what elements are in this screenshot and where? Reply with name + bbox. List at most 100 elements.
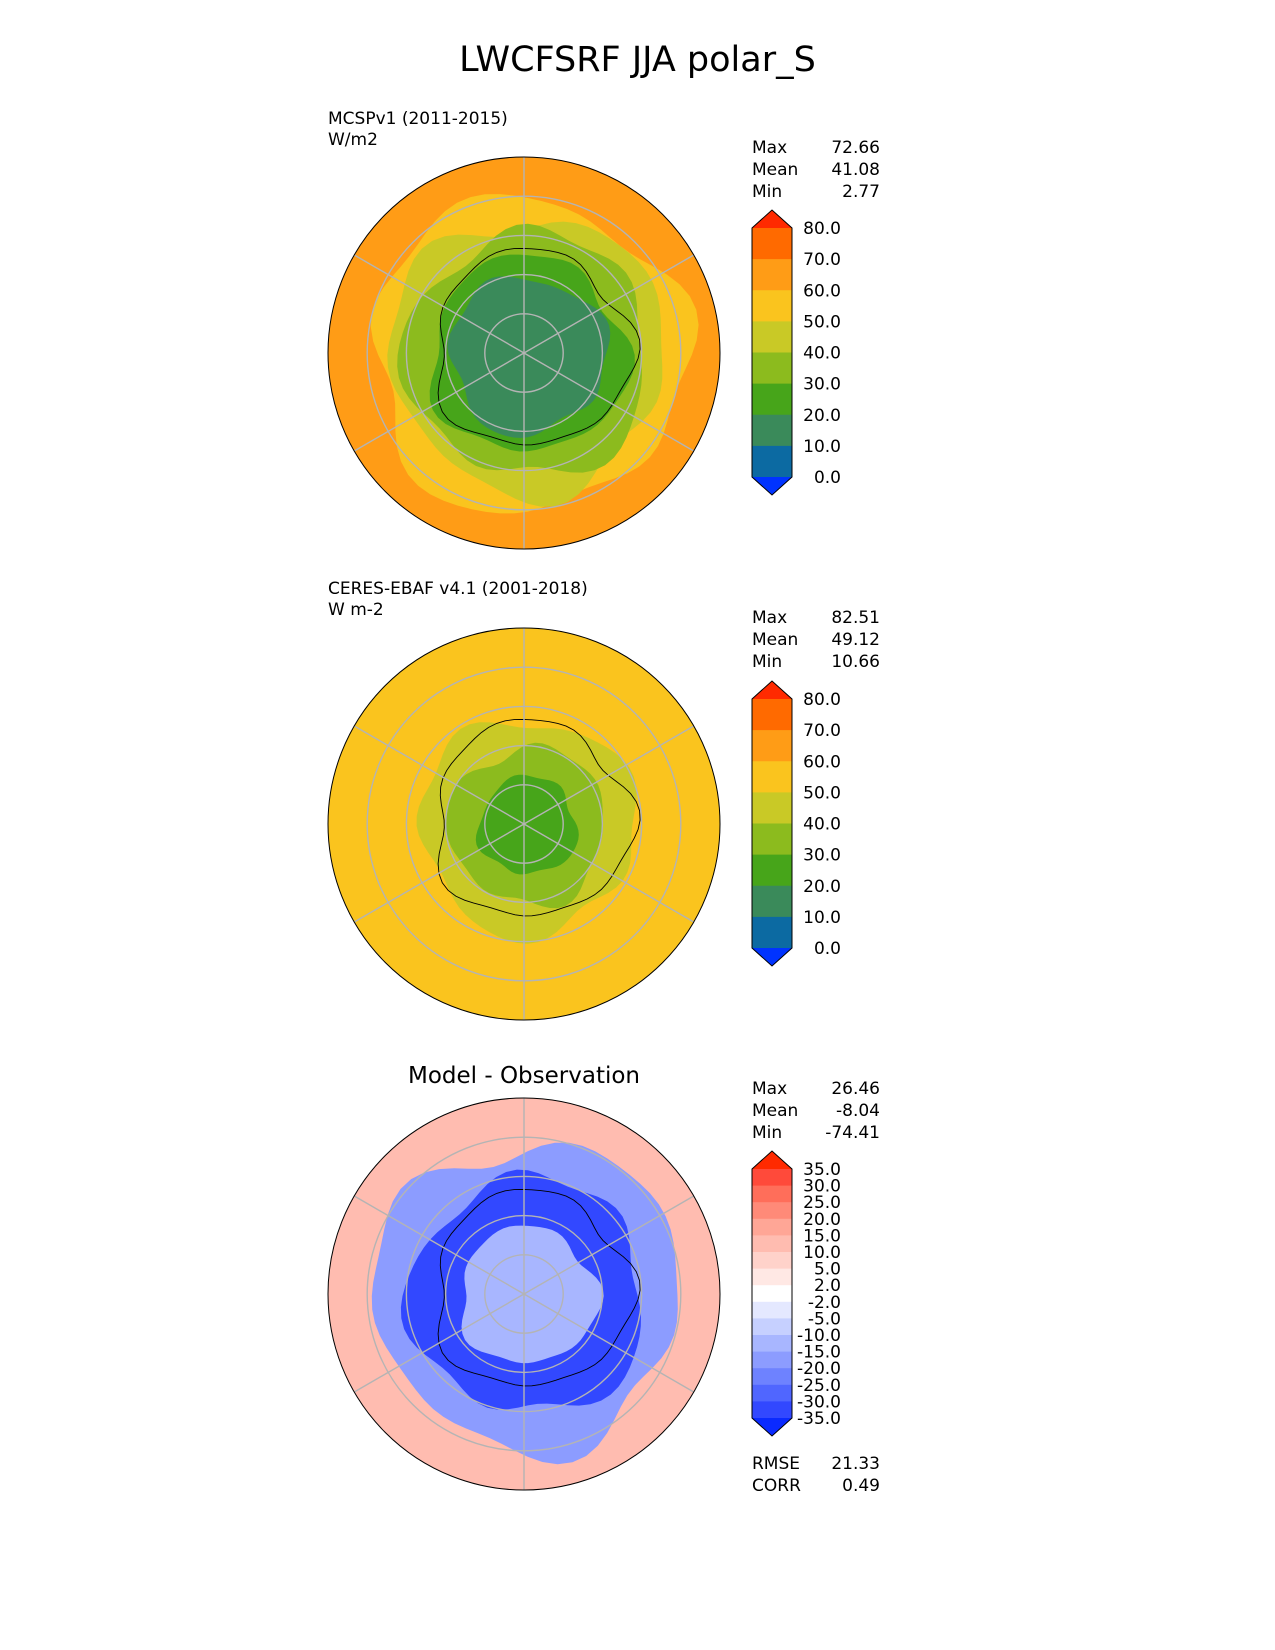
panel-3-metrics: RMSE 21.33 CORR 0.49 (752, 1453, 880, 1497)
colorbar-tick-label: 80.0 (803, 219, 841, 239)
panel-1-header: MCSPv1 (2011-2015) W/m2 (328, 109, 508, 151)
stat-value: -8.04 (836, 1101, 880, 1121)
colorbar-tick-label: -25.0 (797, 1376, 841, 1396)
colorbar-segment (752, 414, 792, 447)
colorbar-segment (752, 1285, 792, 1303)
stat-label: Max (752, 138, 788, 158)
colorbar-segment (752, 1301, 792, 1319)
panel-2-header: CERES-EBAF v4.1 (2001-2018) W m-2 (328, 579, 588, 621)
stat-label: Mean (752, 160, 799, 180)
stat-value: 10.66 (831, 652, 880, 672)
meridian-line (353, 1293, 525, 1393)
coastline (437, 718, 641, 917)
colorbar-segment (752, 321, 792, 353)
meridian-line (523, 1293, 695, 1393)
colorbar-segment (752, 228, 792, 260)
colorbar-segment (752, 1335, 792, 1352)
meridian-line (353, 352, 525, 452)
colorbar-tick-label: 20.0 (803, 406, 841, 426)
colorbar-tick-label: 50.0 (803, 783, 841, 803)
colorbar-tick-label: 5.0 (814, 1260, 841, 1280)
colorbar-tick-label: 60.0 (803, 281, 841, 301)
colorbar-tick-label: 20.0 (803, 1210, 841, 1230)
colorbar-segment (752, 1268, 792, 1286)
panel-1-stats: Max 72.66 Mean 41.08 Min 2.77 (752, 137, 880, 203)
panel-2-stats: Max 82.51 Mean 49.12 Min 10.66 (752, 607, 880, 673)
colorbar-tick-label: 25.0 (803, 1193, 841, 1213)
colorbar-tick-label: 2.0 (814, 1276, 841, 1296)
colorbar-segment (752, 352, 792, 385)
colorbar-segment (752, 1318, 792, 1336)
colorbar-tick-label: 15.0 (803, 1226, 841, 1246)
map-zone (447, 276, 611, 438)
stat-label: Min (752, 182, 783, 202)
colorbar-tick-label: 35.0 (803, 1160, 841, 1180)
stat-label: Min (752, 652, 783, 672)
stat-value: -74.41 (825, 1123, 880, 1143)
metric-row: CORR 0.49 (752, 1475, 880, 1497)
colorbar-segment (752, 1202, 792, 1220)
map-boundary (327, 156, 721, 550)
colorbar-segment (752, 383, 792, 416)
stat-row: Min 2.77 (752, 181, 880, 203)
metric-value: 0.49 (842, 1476, 880, 1496)
panel-1-colorbar: 80.0 70.0 60.0 50.0 40.0 30.0 20.0 10.0 0.0 (751, 209, 841, 496)
stat-row: Max 26.46 (752, 1078, 880, 1100)
colorbar-tick-label: 80.0 (803, 690, 841, 710)
meridian-line (353, 254, 525, 354)
colorbar-outline (751, 1150, 793, 1437)
colorbar-segment (752, 1368, 792, 1386)
colorbar-segment (752, 290, 792, 322)
colorbar-tick-label: 10.0 (803, 437, 841, 457)
meridian-line (353, 1195, 525, 1295)
colorbar-segment (752, 854, 792, 887)
colorbar-extend-top (752, 210, 792, 228)
map-boundary (327, 1097, 721, 1491)
colorbar-tick-label: 10.0 (803, 908, 841, 928)
colorbar-segment (752, 1384, 792, 1402)
stat-value: 82.51 (831, 608, 880, 628)
stat-row: Mean -8.04 (752, 1100, 880, 1122)
stat-value: 26.46 (831, 1079, 880, 1099)
metric-label: CORR (752, 1476, 801, 1496)
panel-2-units: W m-2 (328, 600, 384, 620)
colorbar-segment (752, 699, 792, 731)
coastline (437, 1188, 641, 1387)
colorbar-segment (752, 259, 792, 291)
meridian-line (523, 823, 695, 923)
colorbar-segment (752, 1185, 792, 1203)
metric-row: RMSE 21.33 (752, 1453, 880, 1475)
colorbar-tick-label: 0.0 (814, 939, 841, 959)
colorbar-segment (752, 885, 792, 918)
colorbar-segment (752, 1252, 792, 1269)
colorbar-tick-label: -30.0 (797, 1392, 841, 1412)
panel-1-polar-map (327, 156, 721, 550)
stat-row: Min -74.41 (752, 1122, 880, 1144)
stat-label: Mean (752, 1101, 799, 1121)
colorbar-outline (751, 680, 793, 967)
colorbar-segment (752, 445, 792, 478)
panel-1-dataset: MCSPv1 (2011-2015) (328, 109, 508, 129)
colorbar-tick-label: 20.0 (803, 877, 841, 897)
colorbar-tick-label: 40.0 (803, 344, 841, 364)
panel-2-dataset: CERES-EBAF v4.1 (2001-2018) (328, 579, 588, 599)
metric-value: 21.33 (831, 1454, 880, 1474)
map-zone (461, 1225, 604, 1364)
coastline (437, 247, 641, 446)
stat-label: Mean (752, 630, 799, 650)
map-boundary (327, 627, 721, 1021)
colorbar-segment (752, 1218, 792, 1236)
panel-3-stats: Max 26.46 Mean -8.04 Min -74.41 (752, 1078, 880, 1144)
stat-value: 72.66 (831, 138, 880, 158)
colorbar-tick-label: -10.0 (797, 1326, 841, 1346)
colorbar-segment (752, 792, 792, 824)
panel-3-title: Model - Observation (407, 1063, 641, 1089)
stat-value: 49.12 (831, 630, 880, 650)
metric-label: RMSE (752, 1454, 801, 1474)
panel-3-polar-map (327, 1097, 721, 1491)
meridian-line (523, 725, 695, 825)
meridian-line (523, 352, 695, 452)
colorbar-segment (752, 1351, 792, 1369)
panel-2-colorbar: 80.0 70.0 60.0 50.0 40.0 30.0 20.0 10.0 0.0 (751, 680, 841, 967)
stat-row: Max 72.66 (752, 137, 880, 159)
